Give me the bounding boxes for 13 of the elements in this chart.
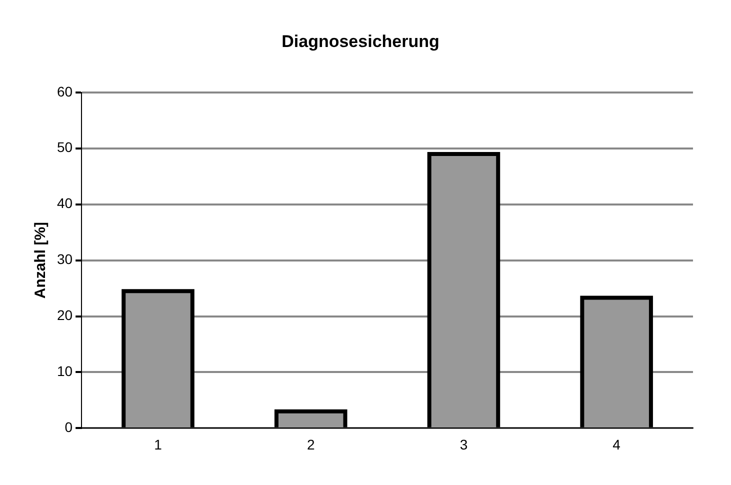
y-tick-label: 60 — [56, 83, 73, 100]
x-tick-label: 2 — [306, 436, 315, 452]
y-tick-label: 20 — [56, 307, 73, 324]
x-tick-label: 1 — [154, 436, 162, 452]
y-tick-label: 10 — [56, 363, 73, 380]
y-axis-title: Anzahl [%] — [32, 222, 50, 299]
y-tick-label: 0 — [64, 419, 73, 436]
x-tick-label: 4 — [612, 436, 621, 452]
y-tick-label: 30 — [56, 251, 73, 268]
y-tick-label: 50 — [56, 139, 73, 156]
x-tick-label: 3 — [460, 436, 468, 452]
chart-title: Diagnosesicherung — [282, 32, 440, 51]
y-tick-label: 40 — [56, 195, 73, 212]
